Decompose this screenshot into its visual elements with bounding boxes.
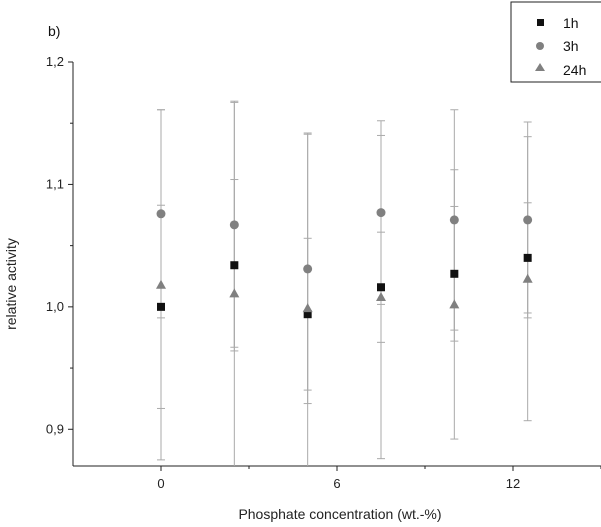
data-point-3h [449, 215, 459, 225]
data-point-1h [303, 310, 312, 319]
legend: 1h 3h 24h [510, 1, 601, 83]
data-point-3h [376, 208, 386, 218]
y-tick-label: 1,0 [46, 299, 64, 314]
data-point-24h [522, 273, 533, 283]
data-point-24h [376, 292, 386, 302]
axes: 0,9 1,0 1,1 1,2 0 6 12 [46, 54, 601, 491]
error-bars [157, 100, 532, 466]
data-point-3h [303, 264, 313, 274]
data-point-24h [302, 303, 313, 313]
data-point-1h [450, 269, 459, 278]
data-point-3h [229, 220, 239, 230]
data-point-24h [449, 299, 460, 309]
data-point-3h [156, 209, 166, 219]
data-point-3h [523, 215, 533, 225]
data-point-24h [156, 279, 166, 289]
legend-box [510, 1, 601, 83]
x-axis-title: Phosphate concentration (wt.-%) [238, 506, 441, 522]
legend-marker-24h [535, 63, 545, 71]
x-tick-label: 6 [333, 476, 340, 491]
y-axis-title: relative activity [3, 238, 19, 330]
x-tick-label: 0 [157, 476, 164, 491]
data-markers [156, 208, 533, 319]
y-tick-label: 0,9 [46, 421, 64, 436]
data-point-1h [523, 253, 532, 262]
data-point-1h [377, 283, 385, 292]
legend-marker-1h [537, 19, 544, 26]
panel-label: b) [48, 23, 60, 39]
legend-label-1h: 1h [563, 15, 579, 31]
x-tick-label: 12 [506, 476, 520, 491]
data-point-1h [157, 302, 165, 311]
legend-label-24h: 24h [563, 62, 586, 78]
y-tick-label: 1,2 [46, 54, 64, 69]
data-point-24h [229, 288, 240, 298]
legend-marker-3h [536, 42, 544, 50]
data-point-1h [230, 261, 239, 270]
y-tick-label: 1,1 [46, 176, 64, 191]
legend-label-3h: 3h [563, 38, 579, 54]
